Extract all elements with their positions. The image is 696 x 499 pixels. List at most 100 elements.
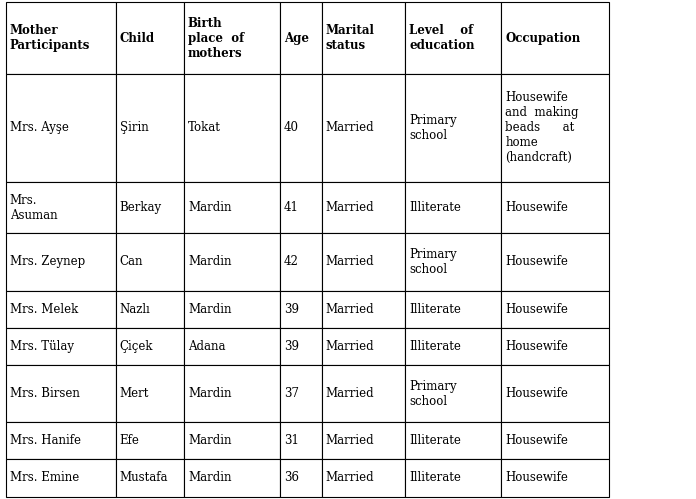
- Text: Primary
school: Primary school: [409, 114, 457, 142]
- Bar: [116, 422, 184, 460]
- Bar: [6, 290, 116, 328]
- Bar: [405, 2, 501, 74]
- Text: Mardin: Mardin: [188, 302, 231, 316]
- Text: Married: Married: [326, 472, 374, 485]
- Bar: [116, 290, 184, 328]
- Text: Mardin: Mardin: [188, 201, 231, 214]
- Text: Mother
Participants: Mother Participants: [10, 24, 90, 52]
- Text: Married: Married: [326, 387, 374, 400]
- Bar: [6, 365, 116, 422]
- Bar: [501, 365, 609, 422]
- Bar: [322, 422, 405, 460]
- Text: Birth
place  of
mothers: Birth place of mothers: [188, 16, 244, 59]
- Bar: [322, 182, 405, 233]
- Text: Efe: Efe: [120, 434, 140, 447]
- Text: Berkay: Berkay: [120, 201, 162, 214]
- Bar: [405, 365, 501, 422]
- Bar: [280, 74, 322, 182]
- Text: Housewife: Housewife: [505, 387, 568, 400]
- Text: Mrs. Zeynep: Mrs. Zeynep: [10, 255, 85, 268]
- Text: 42: 42: [284, 255, 299, 268]
- Bar: [184, 233, 280, 290]
- Bar: [280, 233, 322, 290]
- Bar: [280, 290, 322, 328]
- Text: Marital
status: Marital status: [326, 24, 374, 52]
- Text: Age: Age: [284, 31, 309, 44]
- Text: Mrs. Melek: Mrs. Melek: [10, 302, 78, 316]
- Bar: [6, 2, 116, 74]
- Bar: [184, 460, 280, 497]
- Text: Mardin: Mardin: [188, 255, 231, 268]
- Text: Occupation: Occupation: [505, 31, 580, 44]
- Bar: [6, 460, 116, 497]
- Text: Mrs. Birsen: Mrs. Birsen: [10, 387, 79, 400]
- Bar: [116, 2, 184, 74]
- Bar: [280, 422, 322, 460]
- Bar: [405, 182, 501, 233]
- Bar: [116, 365, 184, 422]
- Bar: [501, 2, 609, 74]
- Text: Primary
school: Primary school: [409, 248, 457, 276]
- Text: 31: 31: [284, 434, 299, 447]
- Bar: [501, 422, 609, 460]
- Text: Married: Married: [326, 255, 374, 268]
- Bar: [405, 460, 501, 497]
- Bar: [405, 74, 501, 182]
- Bar: [322, 328, 405, 365]
- Text: Adana: Adana: [188, 340, 226, 353]
- Text: Housewife: Housewife: [505, 434, 568, 447]
- Bar: [501, 290, 609, 328]
- Bar: [405, 422, 501, 460]
- Text: 39: 39: [284, 302, 299, 316]
- Bar: [501, 328, 609, 365]
- Bar: [322, 233, 405, 290]
- Text: Mrs.
Asuman: Mrs. Asuman: [10, 194, 57, 222]
- Text: 36: 36: [284, 472, 299, 485]
- Bar: [184, 74, 280, 182]
- Text: Housewife: Housewife: [505, 201, 568, 214]
- Text: Mrs. Hanife: Mrs. Hanife: [10, 434, 81, 447]
- Bar: [501, 182, 609, 233]
- Text: Tokat: Tokat: [188, 121, 221, 134]
- Bar: [6, 74, 116, 182]
- Text: Illiterate: Illiterate: [409, 472, 461, 485]
- Bar: [6, 422, 116, 460]
- Bar: [322, 460, 405, 497]
- Text: Illiterate: Illiterate: [409, 434, 461, 447]
- Text: Housewife: Housewife: [505, 340, 568, 353]
- Bar: [405, 290, 501, 328]
- Bar: [405, 328, 501, 365]
- Bar: [116, 74, 184, 182]
- Text: Married: Married: [326, 302, 374, 316]
- Text: Level    of
education: Level of education: [409, 24, 475, 52]
- Text: Child: Child: [120, 31, 155, 44]
- Bar: [116, 328, 184, 365]
- Bar: [184, 2, 280, 74]
- Bar: [184, 182, 280, 233]
- Text: Mrs. Emine: Mrs. Emine: [10, 472, 79, 485]
- Bar: [501, 233, 609, 290]
- Text: Nazlı: Nazlı: [120, 302, 150, 316]
- Bar: [116, 460, 184, 497]
- Bar: [184, 365, 280, 422]
- Text: Married: Married: [326, 121, 374, 134]
- Text: Housewife
and  making
beads      at
home
(handcraft): Housewife and making beads at home (hand…: [505, 91, 579, 165]
- Bar: [116, 233, 184, 290]
- Bar: [184, 328, 280, 365]
- Text: 40: 40: [284, 121, 299, 134]
- Bar: [116, 182, 184, 233]
- Bar: [322, 290, 405, 328]
- Bar: [280, 328, 322, 365]
- Text: Can: Can: [120, 255, 143, 268]
- Bar: [280, 182, 322, 233]
- Bar: [322, 365, 405, 422]
- Bar: [322, 74, 405, 182]
- Text: 39: 39: [284, 340, 299, 353]
- Bar: [322, 2, 405, 74]
- Text: Mert: Mert: [120, 387, 149, 400]
- Text: Primary
school: Primary school: [409, 380, 457, 408]
- Text: 37: 37: [284, 387, 299, 400]
- Text: 41: 41: [284, 201, 299, 214]
- Bar: [501, 74, 609, 182]
- Text: Illiterate: Illiterate: [409, 340, 461, 353]
